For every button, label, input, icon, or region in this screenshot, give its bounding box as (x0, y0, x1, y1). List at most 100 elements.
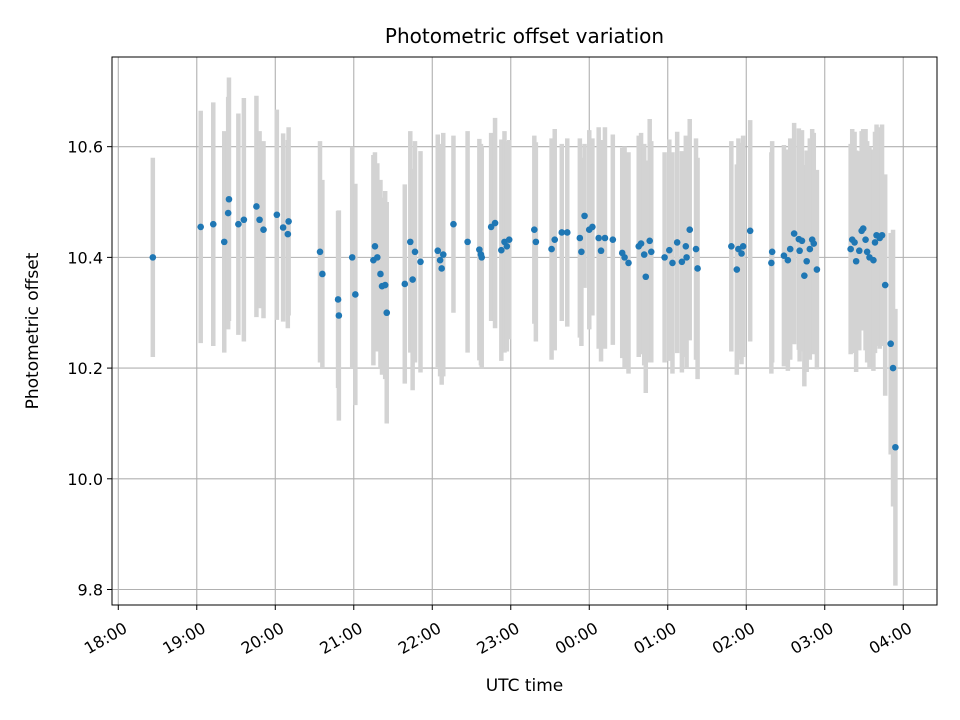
data-point (806, 245, 814, 253)
data-point (411, 248, 419, 256)
data-point (548, 245, 555, 253)
data-point (464, 238, 471, 246)
data-point (476, 246, 483, 253)
data-point (678, 258, 686, 266)
data-point (532, 238, 540, 246)
data-point (746, 227, 754, 235)
data-point (647, 248, 655, 256)
data-point (801, 272, 808, 279)
data-point (235, 220, 242, 228)
data-points (149, 195, 899, 451)
data-point (253, 203, 260, 210)
data-point (796, 247, 803, 255)
y-axis: 9.8 10.0 10.2 10.4 10.6 (67, 138, 112, 600)
data-point (285, 218, 292, 225)
data-point (738, 250, 745, 257)
data-point (786, 245, 794, 253)
data-point (870, 256, 877, 264)
data-point (279, 224, 287, 231)
data-point (505, 236, 513, 243)
data-point (862, 236, 869, 243)
data-point (847, 245, 854, 253)
data-point (803, 257, 810, 265)
data-point (887, 340, 894, 348)
data-point (478, 254, 486, 261)
data-point (892, 443, 899, 451)
x-axis-title: UTC time (486, 676, 564, 696)
data-point (889, 364, 897, 372)
data-point (284, 230, 292, 238)
data-point (531, 226, 538, 234)
data-point (666, 246, 673, 254)
data-point (409, 276, 416, 283)
chart-title: Photometric offset variation (385, 24, 664, 48)
data-point (406, 238, 414, 246)
data-point (558, 229, 566, 236)
data-point (595, 234, 602, 242)
data-point (436, 256, 444, 264)
data-point (597, 247, 605, 255)
data-point (863, 248, 871, 256)
data-point (576, 234, 584, 242)
data-point (859, 225, 867, 232)
data-point (434, 247, 442, 255)
data-point (224, 209, 232, 217)
data-point (609, 236, 617, 243)
data-point (383, 309, 391, 317)
data-point (197, 223, 205, 231)
data-point (220, 238, 228, 246)
data-point (316, 248, 324, 256)
y-tick-label: 9.8 (78, 581, 103, 600)
data-point (871, 239, 879, 246)
data-point (739, 243, 747, 250)
data-point (439, 251, 447, 258)
data-point (768, 259, 775, 267)
data-point (352, 291, 359, 298)
data-point (578, 248, 585, 256)
data-point (669, 259, 676, 267)
data-point (450, 220, 457, 228)
data-point (589, 223, 596, 231)
data-point (852, 257, 860, 265)
data-point (728, 243, 735, 250)
y-axis-title: Photometric offset (23, 252, 43, 409)
data-point (855, 247, 863, 255)
data-point (335, 312, 343, 319)
data-point (851, 239, 858, 246)
data-point (673, 239, 681, 246)
data-point (377, 270, 384, 278)
data-point (401, 280, 409, 288)
data-point (503, 243, 511, 250)
data-point (260, 226, 267, 234)
data-point (813, 266, 821, 273)
data-point (334, 296, 342, 303)
data-point (374, 254, 381, 261)
data-point (621, 254, 628, 261)
data-point (209, 220, 217, 228)
data-point (790, 230, 798, 237)
data-point (273, 211, 281, 219)
data-point (563, 229, 571, 236)
y-tick-label: 10.0 (67, 470, 103, 489)
data-point (149, 254, 157, 261)
data-point (625, 259, 632, 267)
data-point (319, 270, 326, 278)
data-point (438, 265, 445, 272)
data-point (768, 248, 776, 256)
data-point (348, 254, 356, 261)
data-point (498, 246, 505, 254)
data-point (581, 212, 588, 220)
data-point (642, 273, 650, 281)
y-tick-label: 10.4 (67, 248, 103, 267)
data-point (683, 254, 690, 261)
data-point (240, 216, 248, 224)
data-point (881, 281, 889, 289)
data-point (780, 252, 788, 260)
data-point (256, 216, 263, 224)
data-point (417, 258, 424, 266)
data-point (661, 254, 668, 261)
data-point (371, 243, 379, 250)
data-point (381, 281, 389, 289)
data-point (682, 243, 690, 250)
